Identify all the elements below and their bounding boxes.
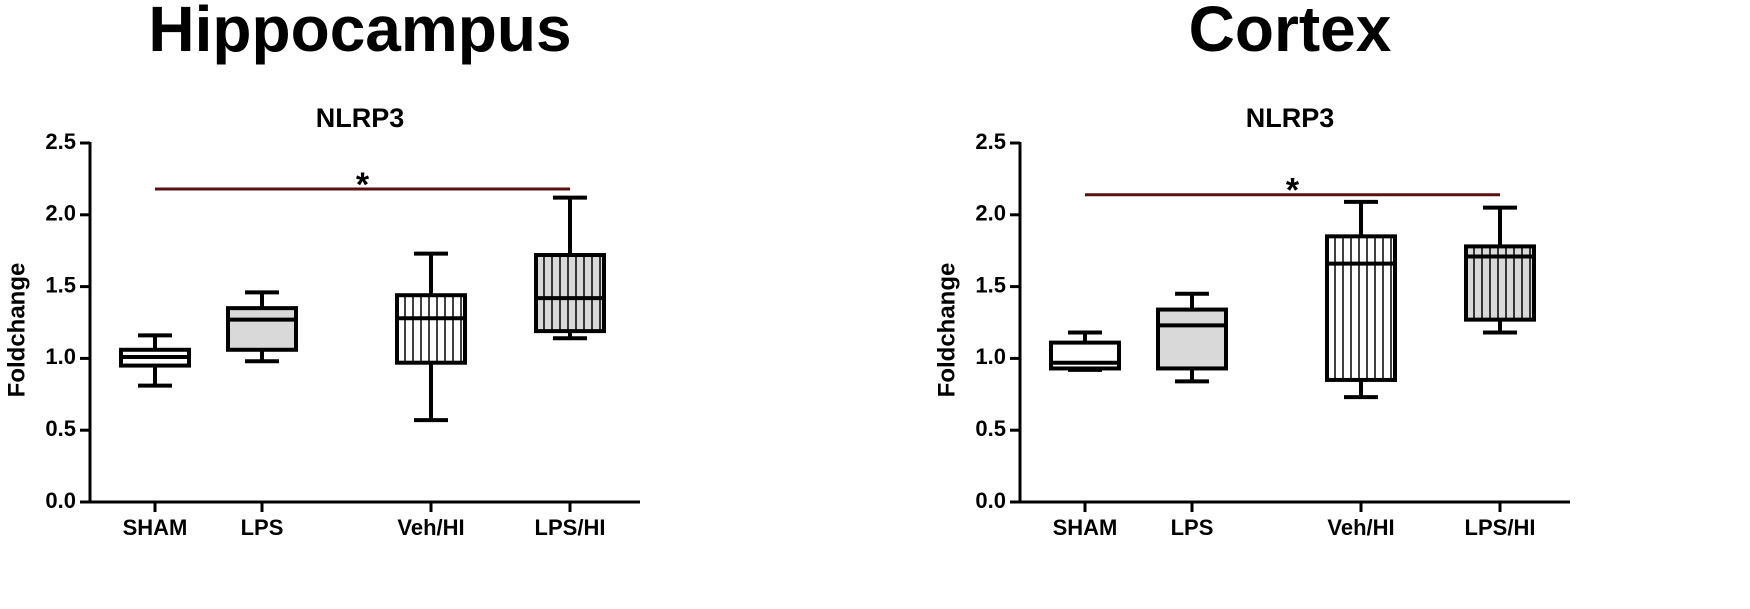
- whisker-upper: [1175, 291, 1209, 310]
- x-tick-label: Veh/HI: [1327, 515, 1394, 540]
- whisker-upper: [414, 251, 448, 296]
- whisker-upper: [1344, 199, 1378, 237]
- x-tick-label: LPS: [1171, 515, 1214, 540]
- whisker-upper: [1483, 205, 1517, 247]
- significance-star: *: [1286, 172, 1300, 210]
- whisker-lower: [1344, 379, 1378, 400]
- box: [395, 293, 467, 365]
- y-tick-label: 0.0: [975, 488, 1006, 513]
- x-tick-label: LPS/HI: [1465, 515, 1536, 540]
- y-tick-label: 1.5: [975, 272, 1006, 297]
- y-tick-label: 1.0: [45, 344, 76, 369]
- y-tick-label: 0.5: [45, 416, 76, 441]
- y-tick-label: 1.0: [975, 344, 1006, 369]
- whisker-upper: [553, 195, 587, 256]
- whisker-lower: [138, 365, 172, 388]
- whisker-upper: [138, 333, 172, 350]
- x-tick-label: SHAM: [1053, 515, 1118, 540]
- box: [1325, 234, 1397, 382]
- y-axis-label: Foldchange: [933, 263, 960, 398]
- x-tick-label: LPS/HI: [535, 515, 606, 540]
- chart-title: NLRP3: [1246, 103, 1335, 133]
- y-tick-label: 1.5: [45, 272, 76, 297]
- y-tick-label: 2.0: [975, 201, 1006, 226]
- y-tick-label: 2.5: [45, 129, 76, 154]
- significance-star: *: [356, 166, 370, 204]
- box: [534, 253, 606, 334]
- chart-title: NLRP3: [316, 103, 405, 133]
- x-tick-label: LPS: [241, 515, 284, 540]
- whisker-lower: [1483, 319, 1517, 335]
- y-axis-label: Foldchange: [3, 263, 30, 398]
- panel-heading: Cortex: [1189, 0, 1392, 65]
- whisker-lower: [1175, 368, 1209, 384]
- y-tick-label: 2.0: [45, 201, 76, 226]
- y-tick-label: 0.5: [975, 416, 1006, 441]
- whisker-upper: [245, 290, 279, 309]
- whisker-lower: [414, 362, 448, 423]
- box: [1156, 307, 1228, 371]
- y-tick-label: 2.5: [975, 129, 1006, 154]
- x-tick-label: SHAM: [123, 515, 188, 540]
- y-tick-label: 0.0: [45, 488, 76, 513]
- panel-heading: Hippocampus: [148, 0, 571, 65]
- x-tick-label: Veh/HI: [397, 515, 464, 540]
- box: [226, 306, 298, 352]
